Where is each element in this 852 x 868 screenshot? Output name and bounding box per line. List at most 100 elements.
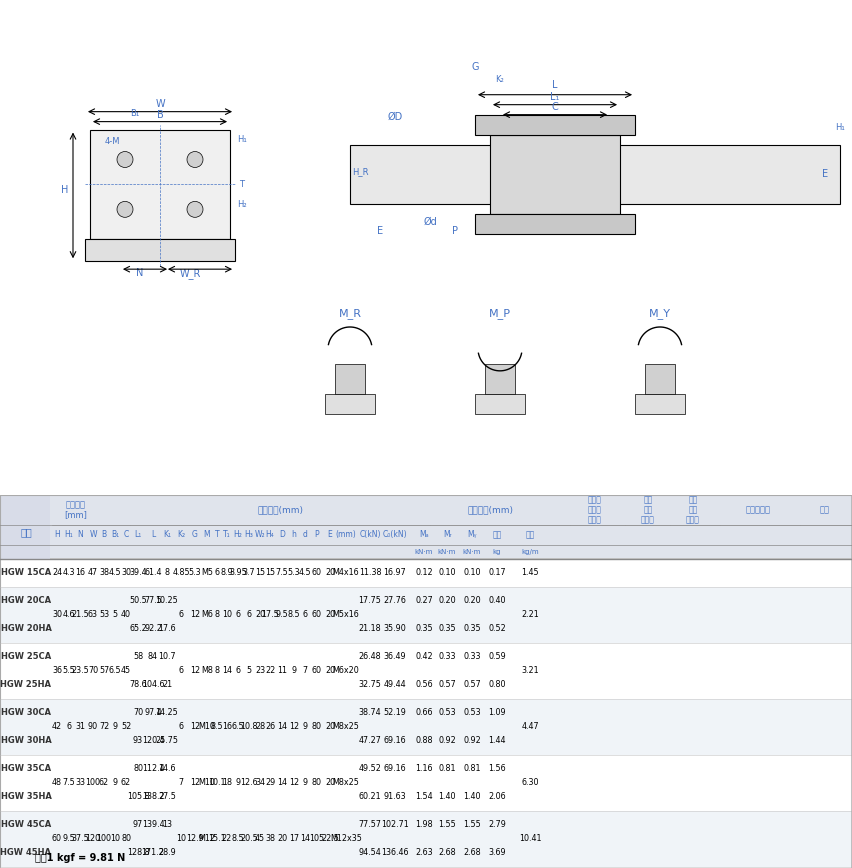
Text: 31: 31 xyxy=(75,722,85,732)
Text: 3.7: 3.7 xyxy=(243,569,256,577)
Text: ØD: ØD xyxy=(388,112,403,122)
Text: 基本
静额
定负荷: 基本 静额 定负荷 xyxy=(686,495,700,524)
Text: 0.27: 0.27 xyxy=(415,596,433,605)
Text: 组件尺寸
[mm]: 组件尺寸 [mm] xyxy=(65,500,88,519)
Text: P: P xyxy=(452,227,458,236)
Text: 20: 20 xyxy=(255,610,265,620)
Text: HGW 15CA: HGW 15CA xyxy=(1,569,51,577)
Text: 0.35: 0.35 xyxy=(438,624,456,634)
Bar xyxy=(0,699,852,755)
Text: H_R: H_R xyxy=(352,168,368,176)
Text: 20: 20 xyxy=(325,779,335,787)
Text: 9: 9 xyxy=(291,667,296,675)
Text: 滑块尺寸(mm): 滑块尺寸(mm) xyxy=(257,505,303,514)
Text: 2.79: 2.79 xyxy=(488,820,506,830)
Text: L: L xyxy=(151,530,155,539)
Text: 5.3: 5.3 xyxy=(288,569,300,577)
Text: 0.80: 0.80 xyxy=(488,681,506,689)
Text: G: G xyxy=(471,62,479,72)
Text: 17: 17 xyxy=(289,834,299,844)
Text: 8: 8 xyxy=(215,667,220,675)
Circle shape xyxy=(117,152,133,168)
Text: G: G xyxy=(192,530,198,539)
Text: 11: 11 xyxy=(277,667,287,675)
Text: 1.55: 1.55 xyxy=(438,820,456,830)
Text: 97: 97 xyxy=(133,820,143,830)
Text: kg/m: kg/m xyxy=(521,549,538,555)
Text: 69.16: 69.16 xyxy=(383,765,406,773)
Text: 1.40: 1.40 xyxy=(438,792,456,801)
Text: C: C xyxy=(124,530,129,539)
Text: 40: 40 xyxy=(121,610,131,620)
Text: 8: 8 xyxy=(164,569,170,577)
Bar xyxy=(85,240,235,261)
Bar xyxy=(0,867,852,868)
Circle shape xyxy=(187,152,203,168)
Text: 62: 62 xyxy=(99,779,109,787)
Text: 2.63: 2.63 xyxy=(415,849,433,858)
Text: L₁: L₁ xyxy=(550,92,560,102)
Bar xyxy=(475,214,635,234)
Text: N: N xyxy=(136,268,144,278)
Text: L: L xyxy=(552,80,558,89)
Text: 28: 28 xyxy=(255,722,265,732)
Text: 12: 12 xyxy=(190,667,200,675)
Text: H: H xyxy=(61,185,69,195)
Text: 0.57: 0.57 xyxy=(438,681,456,689)
Text: HGW 45HA: HGW 45HA xyxy=(1,849,51,858)
Text: 1.16: 1.16 xyxy=(415,765,433,773)
Text: 0.66: 0.66 xyxy=(415,708,433,717)
Text: 0.59: 0.59 xyxy=(488,653,506,661)
Bar xyxy=(335,364,365,394)
Text: 2.68: 2.68 xyxy=(463,849,481,858)
Text: HGW 20CA: HGW 20CA xyxy=(1,596,51,605)
Text: 20: 20 xyxy=(325,722,335,732)
Text: 52.19: 52.19 xyxy=(383,708,406,717)
Text: E: E xyxy=(377,227,383,236)
Text: 0.52: 0.52 xyxy=(488,624,506,634)
Text: 6: 6 xyxy=(215,569,220,577)
Text: M: M xyxy=(204,530,210,539)
Text: HGW 30CA: HGW 30CA xyxy=(1,708,51,717)
Text: 9.5: 9.5 xyxy=(63,834,75,844)
Text: 9.5: 9.5 xyxy=(276,610,288,620)
Text: 47.27: 47.27 xyxy=(359,736,382,746)
Text: 10.8: 10.8 xyxy=(240,722,258,732)
Text: 8.9: 8.9 xyxy=(221,569,233,577)
Text: M8x25: M8x25 xyxy=(332,779,360,787)
Text: M4x16: M4x16 xyxy=(332,569,360,577)
Text: 27.76: 27.76 xyxy=(383,596,406,605)
Text: 30: 30 xyxy=(121,569,131,577)
Text: E: E xyxy=(822,169,828,180)
Text: 14.6: 14.6 xyxy=(158,765,176,773)
Text: Ød: Ød xyxy=(423,216,437,227)
Bar xyxy=(475,394,525,414)
Bar xyxy=(0,587,852,643)
Text: 滑轨: 滑轨 xyxy=(526,530,534,539)
Bar xyxy=(0,811,852,867)
Text: 105.8: 105.8 xyxy=(127,792,149,801)
Text: L₁: L₁ xyxy=(135,530,141,539)
Text: 20: 20 xyxy=(325,610,335,620)
Text: 0.33: 0.33 xyxy=(438,653,456,661)
Text: 17.75: 17.75 xyxy=(359,596,382,605)
Text: 62: 62 xyxy=(121,779,131,787)
Text: 0.40: 0.40 xyxy=(488,596,506,605)
Text: 14: 14 xyxy=(222,667,232,675)
Text: C₀(kN): C₀(kN) xyxy=(383,530,407,539)
Text: M6: M6 xyxy=(201,610,213,620)
Text: 0.35: 0.35 xyxy=(463,624,481,634)
Text: 80: 80 xyxy=(312,722,322,732)
Text: 10.1: 10.1 xyxy=(208,779,226,787)
Text: 1.45: 1.45 xyxy=(521,569,538,577)
Text: 80: 80 xyxy=(312,779,322,787)
Text: 21: 21 xyxy=(162,681,172,689)
Text: 52: 52 xyxy=(121,722,131,732)
Text: 100: 100 xyxy=(85,779,101,787)
Text: 27.5: 27.5 xyxy=(158,792,176,801)
Text: 25.75: 25.75 xyxy=(156,736,179,746)
Text: 26.48: 26.48 xyxy=(359,653,382,661)
Text: 30: 30 xyxy=(52,610,62,620)
Bar xyxy=(0,558,852,559)
Text: 36.49: 36.49 xyxy=(383,653,406,661)
